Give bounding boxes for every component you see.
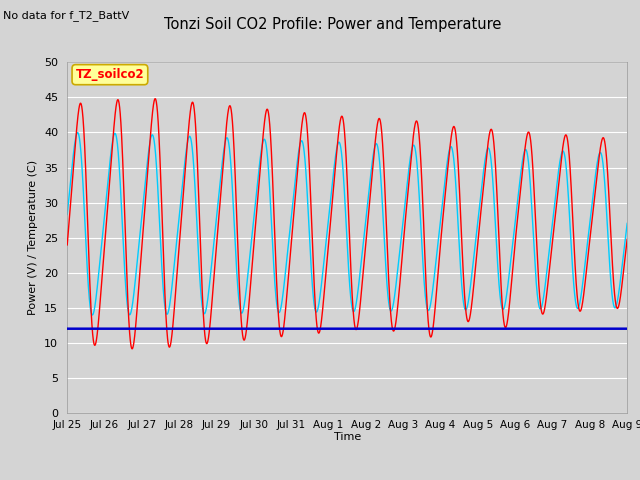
Text: No data for f_T2_BattV: No data for f_T2_BattV	[3, 10, 129, 21]
Y-axis label: Power (V) / Temperature (C): Power (V) / Temperature (C)	[29, 160, 38, 315]
X-axis label: Time: Time	[333, 432, 361, 442]
Text: Tonzi Soil CO2 Profile: Power and Temperature: Tonzi Soil CO2 Profile: Power and Temper…	[164, 17, 502, 32]
Text: TZ_soilco2: TZ_soilco2	[76, 68, 144, 81]
